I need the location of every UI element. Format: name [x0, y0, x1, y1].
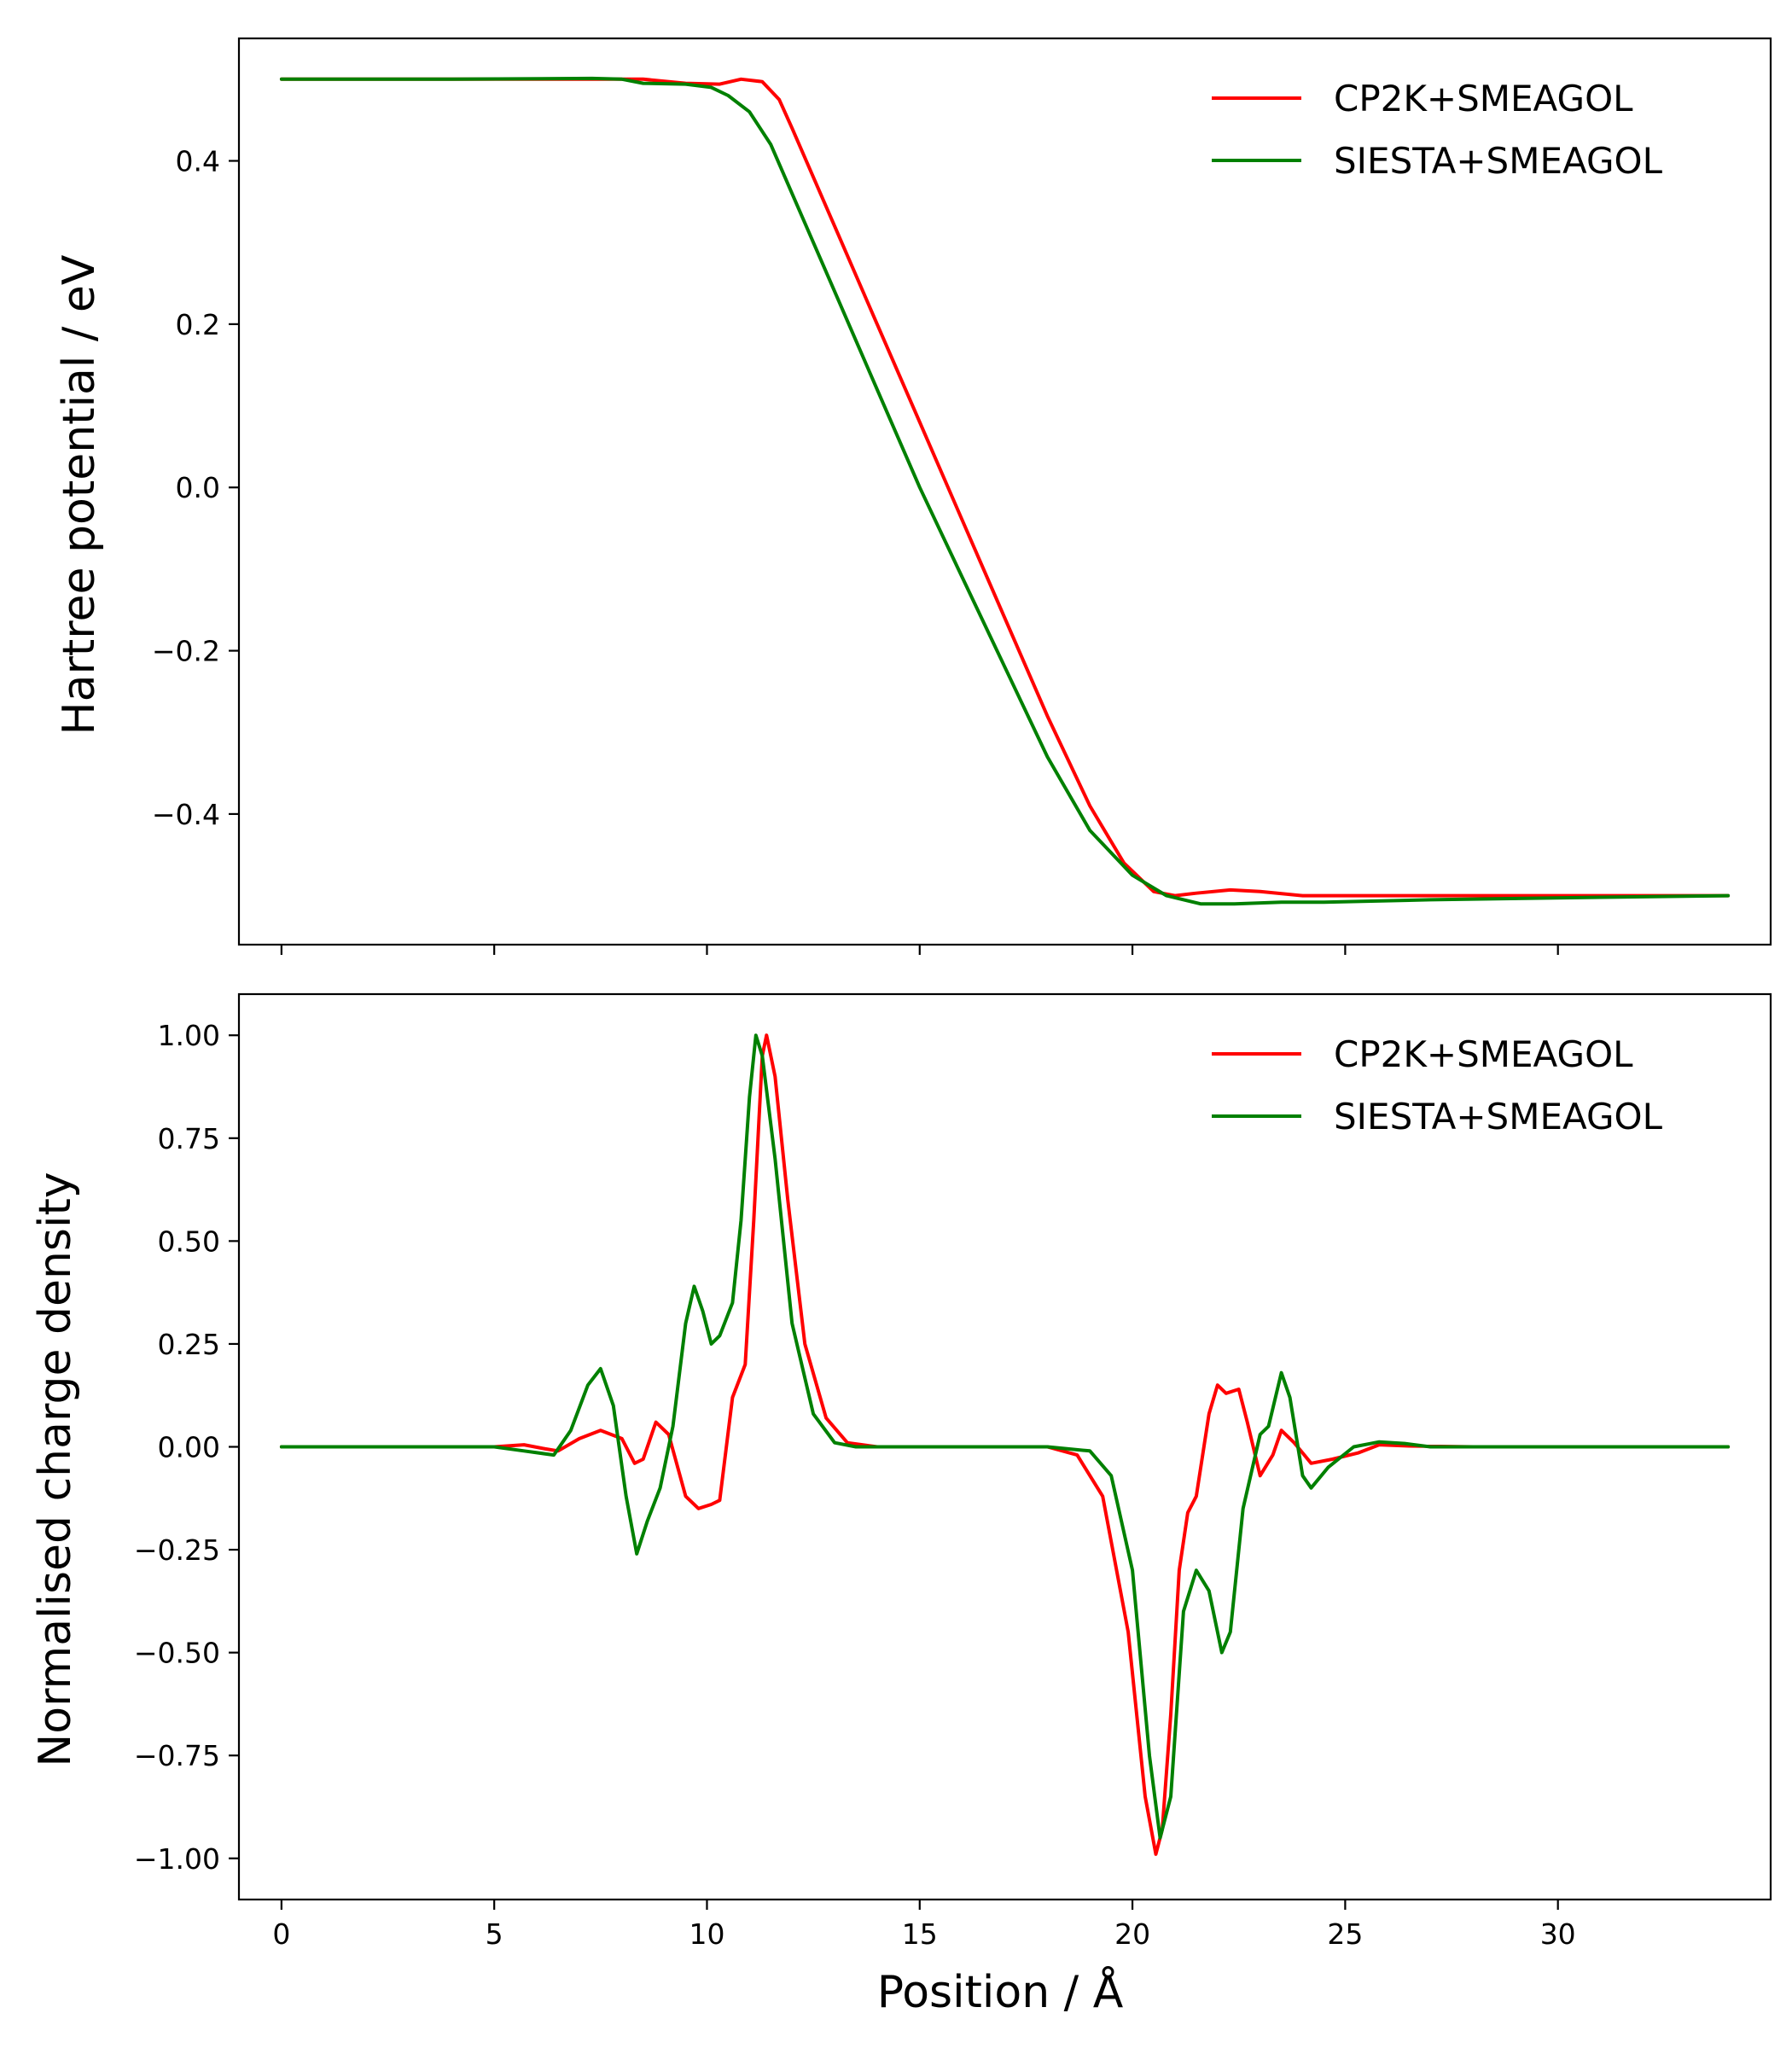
x-tick-label-2: 10	[689, 1917, 724, 1951]
y-tick-label-1-2: 0.50	[158, 1225, 220, 1258]
x-tick-label-4: 20	[1114, 1917, 1150, 1951]
y-tick-label-0-1: 0.2	[176, 308, 220, 341]
y-tick-label-1-3: 0.25	[158, 1328, 220, 1361]
legend-label-1-1: SIESTA+SMEAGOL	[1334, 1096, 1663, 1137]
x-axis-label: Position / Å	[877, 1965, 1124, 2018]
legend-label-0-0: CP2K+SMEAGOL	[1334, 78, 1633, 119]
y-tick-label-1-0: 1.00	[158, 1019, 220, 1052]
y-tick-label-1-5: −0.25	[134, 1533, 220, 1567]
y-tick-label-1-4: 0.00	[158, 1431, 220, 1464]
x-tick-label-3: 15	[902, 1917, 938, 1951]
series-line-0-0	[279, 77, 1731, 898]
hartree-potential-panel: Hartree potential / eV 0.4 0.2 0.0 −0.2 −0.4…	[54, 37, 1772, 955]
y-tick-label-0-2: 0.0	[176, 471, 220, 504]
series-line-1-1	[279, 1033, 1731, 1840]
series-line-0-1	[279, 76, 1731, 906]
y-axis-label-hartree: Hartree potential / eV	[54, 254, 105, 735]
y-tick-label-1-6: −0.50	[134, 1637, 220, 1670]
x-tick-label-1: 5	[486, 1917, 503, 1951]
legend-0: CP2K+SMEAGOL SIESTA+SMEAGOL	[1212, 78, 1663, 182]
legend-label-0-1: SIESTA+SMEAGOL	[1334, 140, 1663, 182]
legend-label-1-0: CP2K+SMEAGOL	[1334, 1033, 1633, 1075]
x-tick-label-5: 25	[1327, 1917, 1363, 1951]
y-axis-label-charge: Normalised charge density	[30, 1172, 81, 1766]
y-tick-label-1-1: 0.75	[158, 1122, 220, 1155]
y-tick-label-1-8: −1.00	[134, 1842, 220, 1876]
charge-density-panel: Normalised charge density 1.00 0.75 0.50 0.…	[30, 992, 1772, 1951]
y-tick-label-1-7: −0.75	[134, 1739, 220, 1772]
x-tick-label-0: 0	[272, 1917, 290, 1951]
y-tick-label-0-0: 0.4	[176, 145, 220, 178]
x-tick-label-6: 30	[1540, 1917, 1576, 1951]
y-tick-label-0-3: −0.2	[152, 635, 220, 668]
y-tick-label-0-4: −0.4	[152, 798, 220, 831]
axes-frame-0	[237, 37, 1772, 946]
legend-1: CP2K+SMEAGOL SIESTA+SMEAGOL	[1212, 1033, 1663, 1137]
